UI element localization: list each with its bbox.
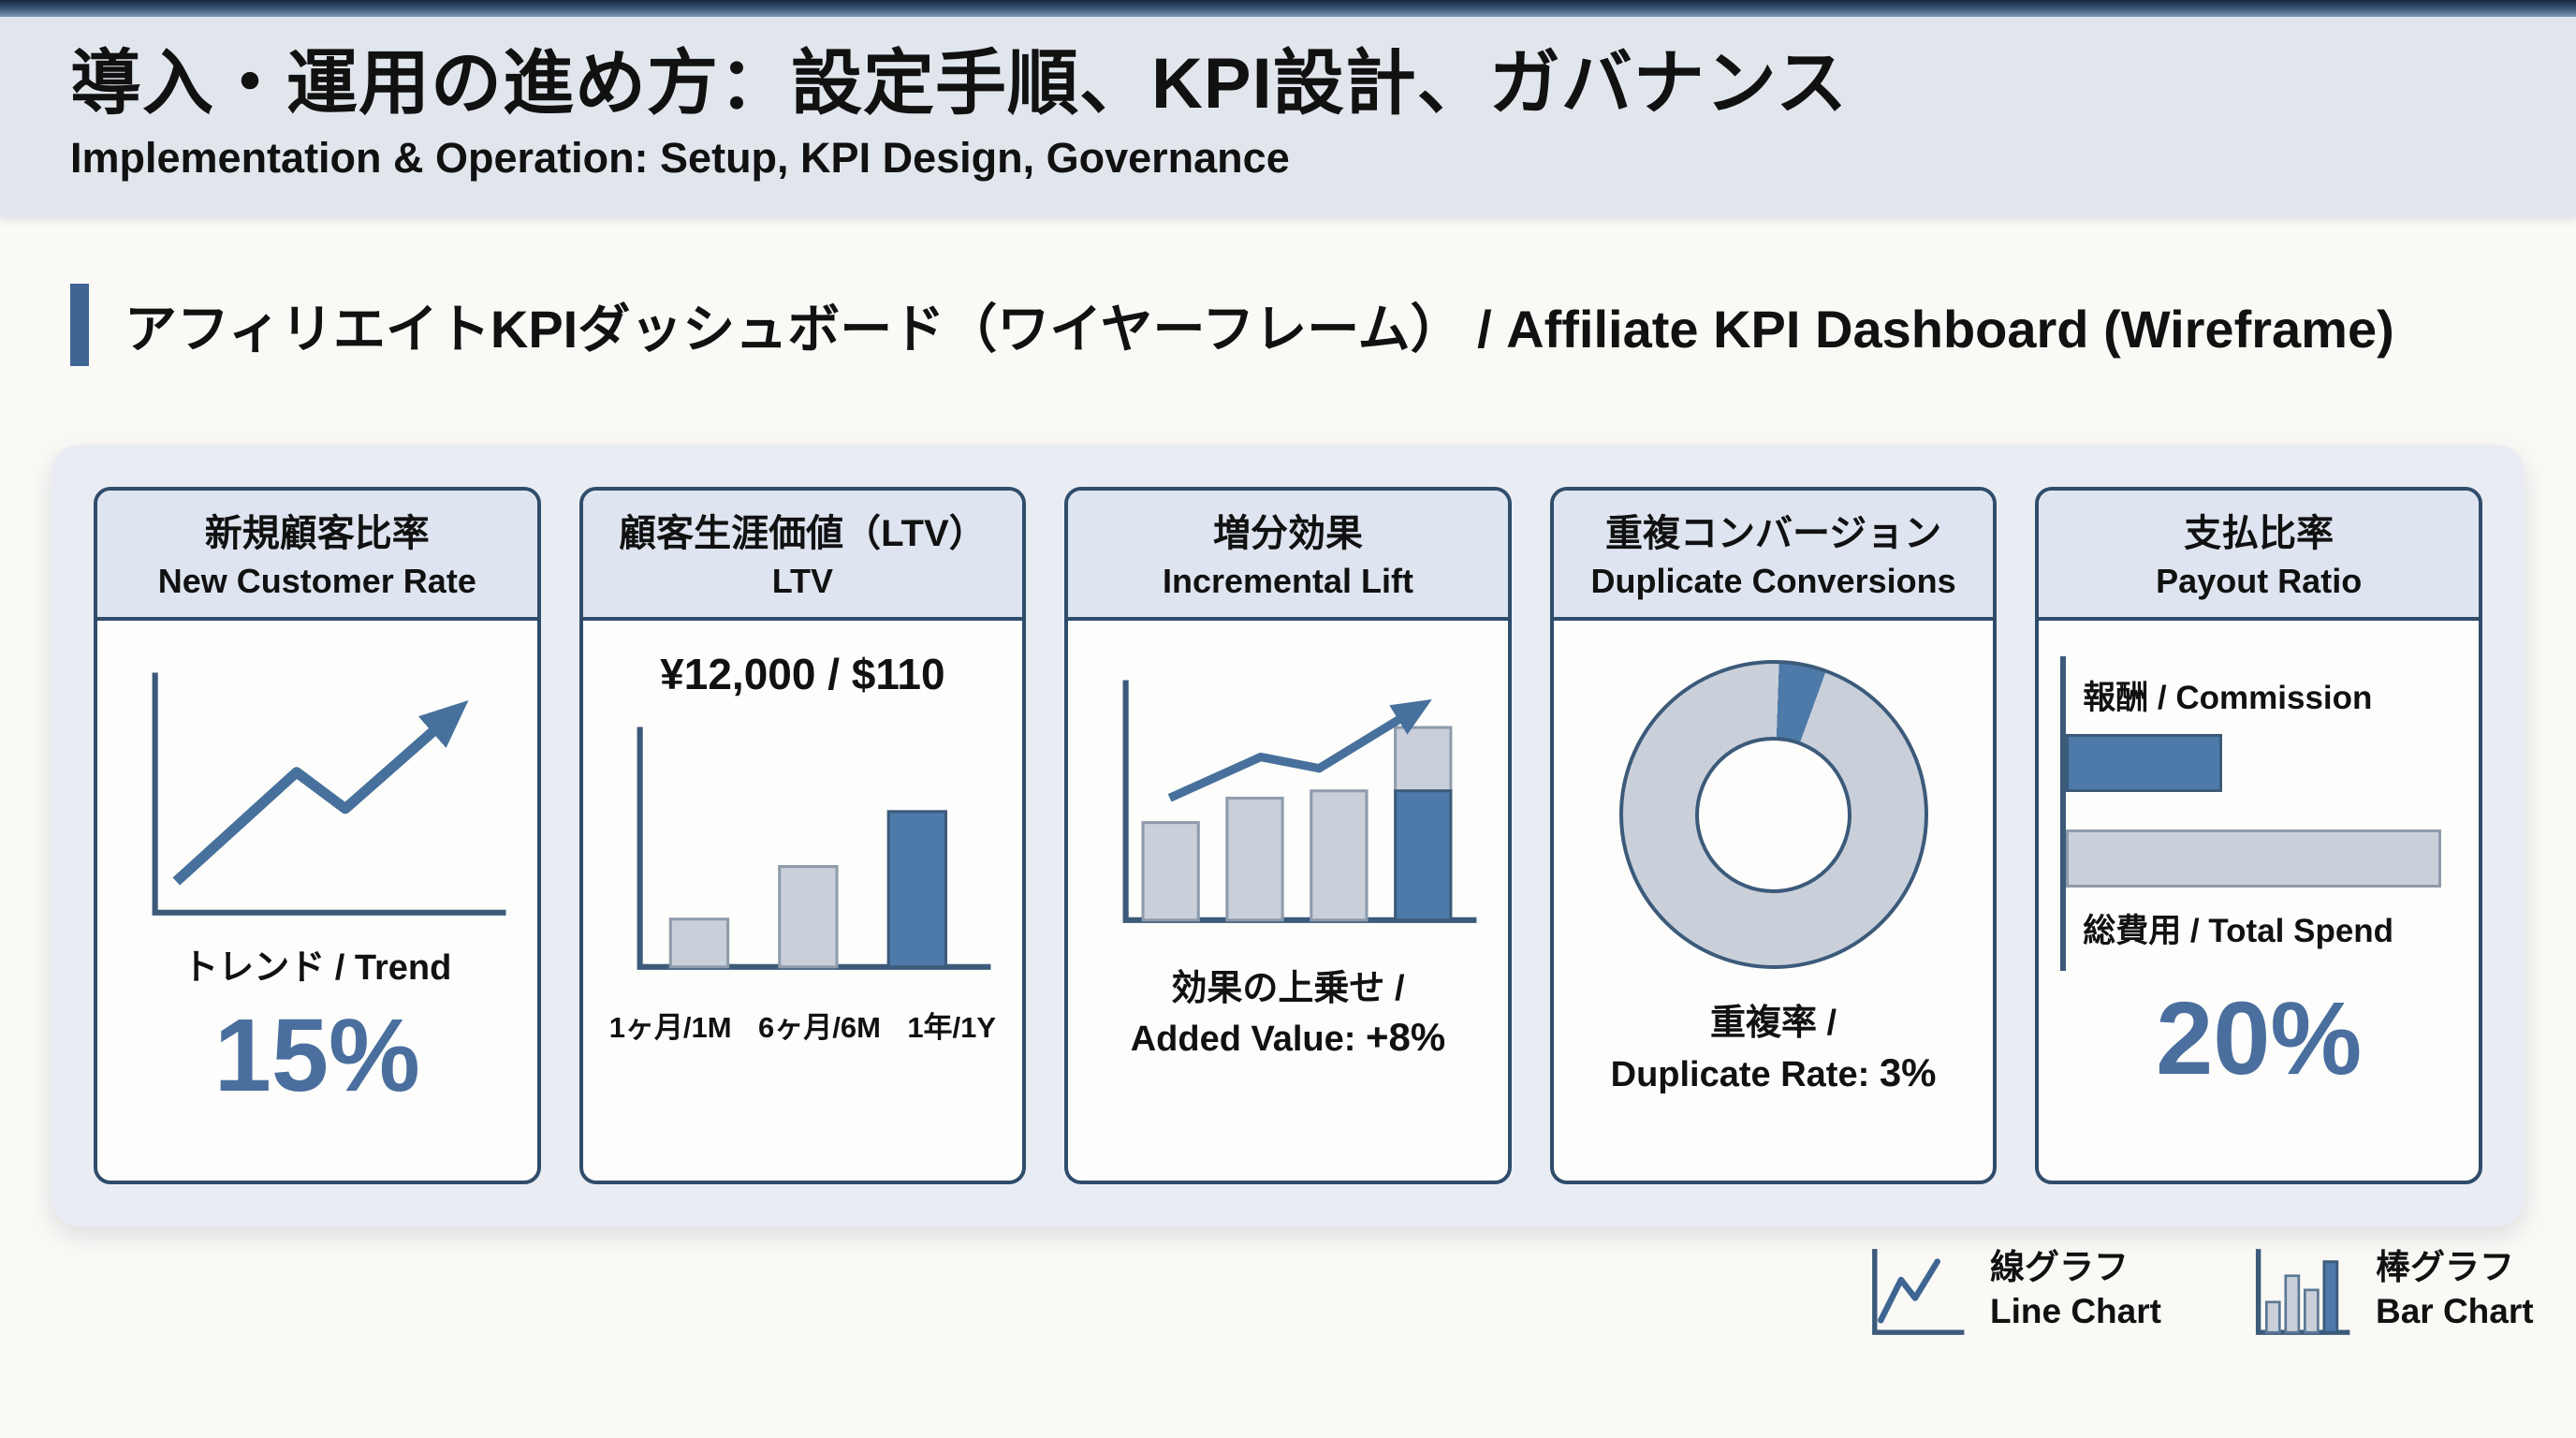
caption-line1: 重複率 /: [1710, 1004, 1837, 1044]
caption-line1: 効果の上乗せ /: [1171, 968, 1405, 1008]
chart-legend: 線グラフ Line Chart 棒グラフ Bar Chart: [1865, 1245, 2534, 1339]
duplicate-rate-value: 3%: [1879, 1049, 1937, 1094]
total-spend-bar: [2066, 829, 2442, 888]
top-accent-bar: [0, 0, 2576, 17]
line-chart-icon: [1872, 1249, 1965, 1335]
total-spend-label: 総費用 / Total Spend: [2083, 913, 2394, 950]
ltv-value: ¥12,000 / $110: [660, 650, 945, 699]
card-header: 新規顧客比率 New Customer Rate: [97, 491, 537, 622]
new-customer-rate-value: 15%: [213, 998, 420, 1114]
card-body: 重複率 / Duplicate Rate: 3%: [1554, 621, 1994, 1181]
section-accent-bar: [70, 284, 89, 366]
card-title-en: New Customer Rate: [157, 562, 476, 600]
card-title-ja: 増分効果: [1212, 513, 1363, 554]
lift-caption: 効果の上乗せ / Added Value: +8%: [1131, 966, 1446, 1064]
section-heading: アフィリエイトKPIダッシュボード（ワイヤーフレーム） / Affiliate …: [70, 284, 2394, 366]
card-title-en: Payout Ratio: [2156, 562, 2363, 600]
section-title: アフィリエイトKPIダッシュボード（ワイヤーフレーム） / Affiliate …: [124, 299, 2394, 359]
card-header: 顧客生涯価値（LTV） LTV: [582, 491, 1023, 622]
card-title-en: Duplicate Conversions: [1590, 562, 1956, 600]
stacked-bar-chart-graphic: [1122, 680, 1477, 924]
legend-line-ja: 線グラフ: [1990, 1248, 2129, 1286]
card-title-ja: 新規顧客比率: [204, 513, 430, 554]
commission-bar: [2066, 734, 2223, 793]
card-header: 増分効果 Incremental Lift: [1068, 491, 1508, 622]
legend-bar-ja: 棒グラフ: [2375, 1248, 2514, 1286]
legend-label: 棒グラフ Bar Chart: [2376, 1245, 2534, 1334]
kpi-card-new-customer-rate: 新規顧客比率 New Customer Rate トレンド / Trend 15…: [94, 487, 541, 1184]
donut-chart-graphic: [1618, 660, 1928, 970]
x-label: 6ヶ月/6M: [758, 1010, 881, 1044]
card-title-ja: 支払比率: [2184, 513, 2334, 554]
x-label: 1年/1Y: [907, 1010, 997, 1044]
page-title: 導入・運用の進め方：設定手順、KPI設計、ガバナンス: [70, 44, 1849, 124]
slide-header: 導入・運用の進め方：設定手順、KPI設計、ガバナンス Implementatio…: [0, 17, 2576, 217]
legend-label: 線グラフ Line Chart: [1990, 1245, 2161, 1334]
card-body: ¥12,000 / $110 1ヶ月/1M 6ヶ月/6M 1年/1Y: [583, 621, 1023, 1181]
duplicate-caption: 重複率 / Duplicate Rate: 3%: [1611, 1001, 1937, 1098]
kpi-card-payout-ratio: 支払比率 Payout Ratio 報酬 / Commission 総費用 / …: [2035, 487, 2482, 1184]
hbar-chart-graphic: 報酬 / Commission 総費用 / Total Spend: [2060, 656, 2457, 972]
kpi-card-incremental-lift: 増分効果 Incremental Lift 効果の上乗せ / Added Val…: [1064, 487, 1512, 1184]
page-subtitle: Implementation & Operation: Setup, KPI D…: [70, 134, 1290, 183]
x-axis-labels: 1ヶ月/1M 6ヶ月/6M 1年/1Y: [596, 1004, 1009, 1046]
card-header: 重複コンバージョン Duplicate Conversions: [1553, 491, 1994, 622]
card-title-ja: 重複コンバージョン: [1604, 513, 1942, 554]
bar-chart-graphic: [637, 726, 991, 971]
line-chart-graphic: [152, 672, 505, 917]
bar-chart-icon: [2255, 1249, 2350, 1335]
dashboard-panel: 新規顧客比率 New Customer Rate トレンド / Trend 15…: [51, 445, 2525, 1226]
kpi-card-duplicate-conversions: 重複コンバージョン Duplicate Conversions 重複率 / Du…: [1549, 487, 1998, 1184]
kpi-card-ltv: 顧客生涯価値（LTV） LTV ¥12,000 / $110 1ヶ月/1M 6ヶ…: [578, 487, 1027, 1184]
commission-label: 報酬 / Commission: [2083, 680, 2373, 717]
caption-line2: Added Value:: [1130, 1020, 1356, 1060]
lift-value: +8%: [1366, 1015, 1446, 1060]
bar-spacer: [2066, 792, 2457, 829]
card-header: 支払比率 Payout Ratio: [2039, 491, 2479, 622]
card-title-ja: 顧客生涯価値（LTV）: [619, 513, 987, 554]
legend-line-en: Line Chart: [1990, 1292, 2161, 1331]
card-body: 効果の上乗せ / Added Value: +8%: [1068, 621, 1508, 1181]
legend-item-bar-chart: 棒グラフ Bar Chart: [2250, 1245, 2534, 1339]
card-title-en: Incremental Lift: [1162, 562, 1414, 600]
card-body: 報酬 / Commission 総費用 / Total Spend 20%: [2039, 621, 2479, 1181]
caption-line2: Duplicate Rate:: [1610, 1054, 1870, 1094]
legend-bar-en: Bar Chart: [2375, 1292, 2534, 1331]
card-title-en: LTV: [771, 562, 834, 600]
trend-caption: トレンド / Trend: [183, 947, 452, 988]
legend-item-line-chart: 線グラフ Line Chart: [1865, 1245, 2161, 1339]
payout-ratio-value: 20%: [2156, 981, 2363, 1097]
card-body: トレンド / Trend 15%: [97, 621, 537, 1181]
x-label: 1ヶ月/1M: [608, 1010, 732, 1044]
